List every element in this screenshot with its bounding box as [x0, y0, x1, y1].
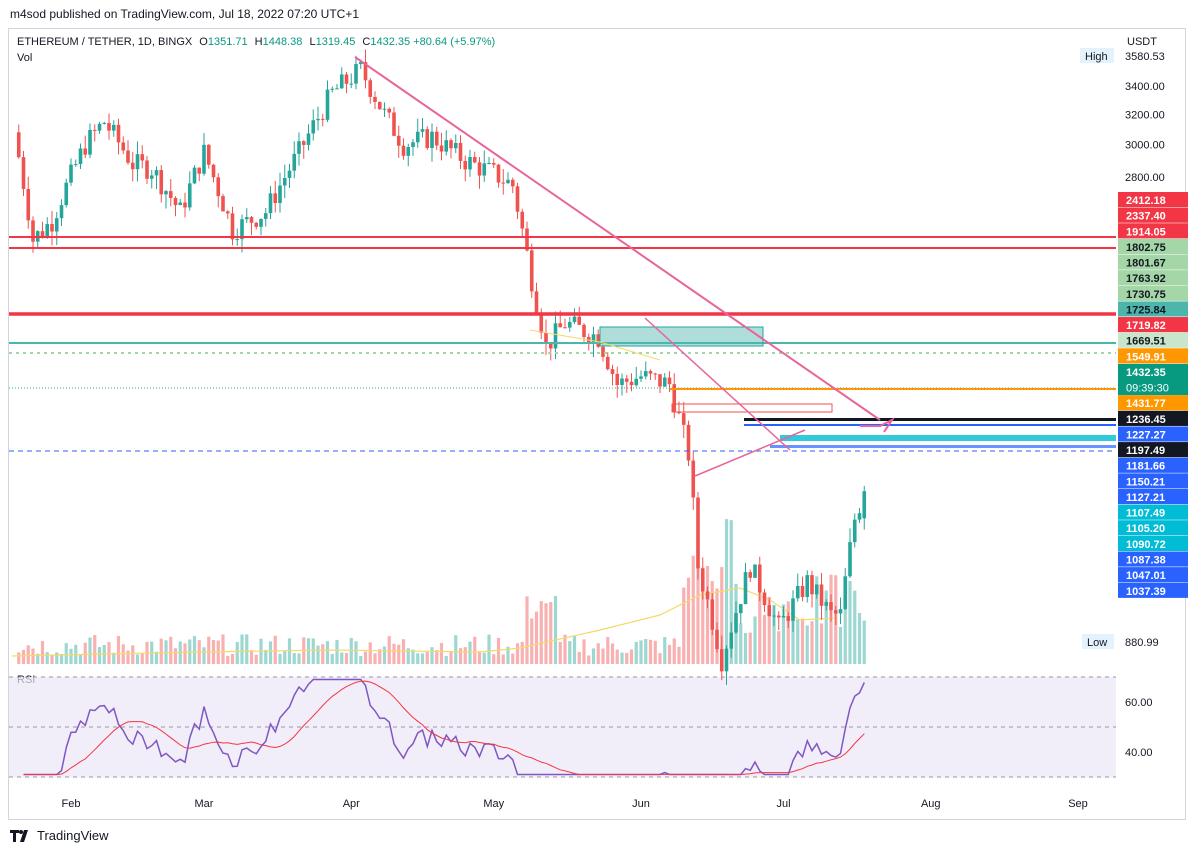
close-value: 1432.35 — [370, 36, 411, 48]
low-key: L — [309, 36, 316, 48]
high-value: 1448.38 — [262, 36, 303, 48]
low-value: 1319.45 — [315, 36, 356, 48]
brand-name: TradingView — [37, 828, 109, 843]
rsi-label[interactable]: RSI — [17, 674, 36, 686]
open-key: O — [199, 36, 208, 48]
tradingview-brand[interactable]: TradingView — [10, 828, 109, 843]
close-key: C — [362, 36, 371, 48]
currency-label: USDT — [1127, 36, 1157, 48]
tradingview-logo-icon — [10, 829, 28, 842]
volume-label[interactable]: Vol — [17, 52, 33, 64]
open-value: 1351.71 — [207, 36, 248, 48]
symbol-title[interactable]: ETHEREUM / TETHER, 1D, BINGX — [17, 36, 193, 48]
high-key: H — [254, 36, 263, 48]
change-value: +80.64 (+5.97%) — [413, 36, 496, 48]
symbol-legend: ETHEREUM / TETHER, 1D, BINGX O1351.71 H1… — [17, 36, 495, 48]
publish-info: m4sod published on TradingView.com, Jul … — [10, 7, 359, 21]
chart-frame — [8, 28, 1186, 820]
